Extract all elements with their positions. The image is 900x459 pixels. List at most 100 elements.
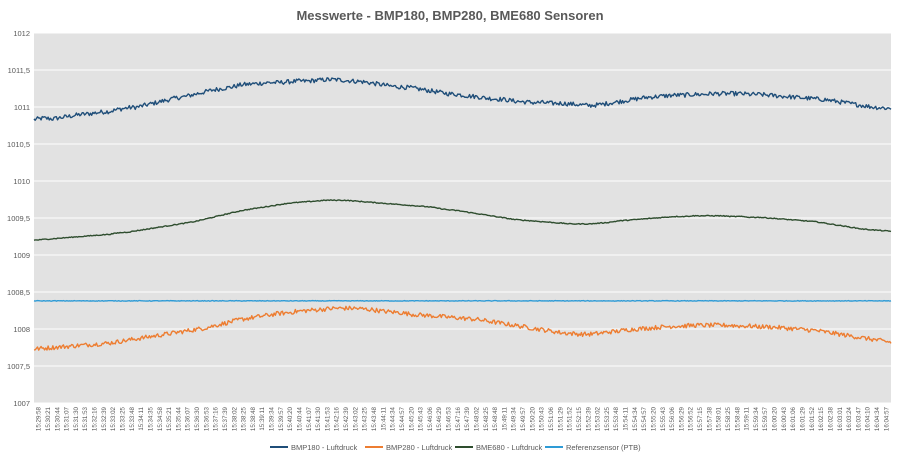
y-tick-label: 1009,5 — [7, 214, 30, 223]
x-tick-label: 15:53:25 — [604, 406, 611, 431]
x-tick-label: 15:40:20 — [287, 406, 294, 431]
x-tick-label: 16:01:29 — [800, 406, 807, 431]
x-tick-label: 15:53:48 — [613, 406, 620, 431]
x-tick-label: 16:04:57 — [883, 406, 890, 431]
x-tick-label: 15:36:53 — [203, 406, 210, 431]
x-tick-label: 16:03:24 — [846, 406, 853, 431]
y-tick-label: 1010 — [13, 177, 30, 186]
x-tick-label: 15:38:25 — [241, 406, 248, 431]
x-tick-label: 15:48:25 — [483, 406, 490, 431]
grid-lines — [34, 32, 891, 404]
x-tick-label: 15:33:48 — [129, 406, 136, 431]
x-tick-label: 15:51:52 — [567, 406, 574, 431]
y-tick-label: 1011,5 — [8, 66, 30, 75]
x-tick-label: 15:45:43 — [418, 406, 425, 431]
x-tick-label: 15:49:57 — [520, 406, 527, 431]
x-tick-label: 15:35:44 — [175, 406, 182, 431]
x-tick-label: 15:47:39 — [464, 406, 471, 431]
x-tick-label: 16:00:43 — [781, 406, 788, 431]
x-tick-label: 15:44:34 — [390, 406, 397, 431]
x-tick-label: 16:00:20 — [772, 406, 779, 431]
y-tick-label: 1012 — [13, 29, 30, 38]
x-tick-label: 15:57:15 — [697, 406, 704, 431]
x-tick-label: 15:31:53 — [82, 406, 89, 431]
x-tick-label: 15:46:29 — [436, 406, 443, 431]
x-tick-label: 15:43:02 — [352, 406, 359, 431]
x-tick-label: 15:56:29 — [678, 406, 685, 431]
x-tick-label: 15:59:11 — [744, 406, 751, 430]
chart-title: Messwerte - BMP180, BMP280, BME680 Senso… — [296, 8, 603, 23]
x-tick-label: 15:49:34 — [511, 406, 518, 431]
x-tick-label: 15:36:30 — [194, 406, 201, 431]
x-tick-label: 15:46:53 — [446, 406, 453, 431]
x-tick-label: 15:58:01 — [716, 406, 723, 431]
x-tick-label: 15:38:48 — [250, 406, 257, 431]
x-tick-label: 15:56:06 — [669, 406, 676, 431]
x-tick-label: 15:46:06 — [427, 406, 434, 431]
x-tick-label: 15:30:44 — [54, 406, 61, 431]
x-tick-label: 15:59:57 — [762, 406, 769, 431]
x-tick-label: 15:30:21 — [45, 406, 52, 431]
x-tick-label: 15:55:20 — [650, 406, 657, 431]
x-tick-label: 15:52:15 — [576, 406, 583, 431]
legend-label: BME680 - Luftdruck — [476, 443, 543, 452]
x-tick-label: 15:42:16 — [334, 406, 341, 431]
y-axis: 1007 1007,5 1008 1008,5 1009 1009,5 1010 1010,5… — [7, 29, 30, 408]
series-line — [33, 305, 892, 351]
x-tick-label: 15:41:53 — [324, 406, 331, 431]
x-tick-label: 15:39:57 — [278, 406, 285, 431]
series-line — [33, 77, 892, 121]
y-tick-label: 1007,5 — [7, 362, 30, 371]
x-tick-label: 15:41:07 — [306, 406, 313, 431]
x-tick-label: 15:56:52 — [688, 406, 695, 431]
y-tick-label: 1007 — [13, 399, 30, 408]
x-tick-label: 15:43:25 — [362, 406, 369, 431]
x-tick-label: 16:01:06 — [790, 406, 797, 431]
x-tick-label: 15:39:11 — [259, 406, 266, 430]
x-tick-label: 15:44:57 — [399, 406, 406, 431]
legend-label: BMP280 - Luftdruck — [386, 443, 453, 452]
x-tick-label: 15:34:11 — [138, 406, 145, 430]
x-tick-label: 16:04:34 — [874, 406, 881, 431]
x-tick-label: 15:58:48 — [734, 406, 741, 431]
x-tick-label: 16:03:01 — [837, 406, 844, 431]
x-tick-label: 15:52:39 — [585, 406, 592, 431]
x-tick-label: 15:59:34 — [753, 406, 760, 431]
x-tick-label: 15:38:02 — [231, 406, 238, 431]
x-tick-label: 15:43:48 — [371, 406, 378, 431]
legend-label: BMP180 - Luftdruck — [291, 443, 358, 452]
x-tick-label: 16:02:38 — [827, 406, 834, 431]
y-tick-label: 1011 — [14, 103, 30, 112]
x-tick-label: 15:36:07 — [185, 406, 192, 431]
series-lines — [33, 77, 892, 351]
x-tick-label: 15:58:25 — [725, 406, 732, 431]
x-tick-label: 15:34:58 — [157, 406, 164, 431]
x-tick-label: 15:40:44 — [296, 406, 303, 431]
legend: BMP180 - Luftdruck BMP280 - Luftdruck BME6… — [270, 443, 641, 452]
y-tick-label: 1009 — [13, 251, 30, 260]
x-axis: 15:29:58 15:30:21 15:30:44 15:31:07 15:31:30… — [36, 406, 891, 431]
x-tick-label: 15:49:11 — [501, 406, 508, 430]
x-tick-label: 15:37:39 — [222, 406, 229, 431]
x-tick-label: 16:02:15 — [818, 406, 825, 431]
series-line — [33, 299, 892, 302]
x-tick-label: 15:44:11 — [380, 406, 387, 430]
x-tick-label: 15:53:02 — [595, 406, 602, 431]
x-tick-label: 15:51:06 — [548, 406, 555, 431]
y-tick-label: 1008,5 — [7, 288, 30, 297]
x-tick-label: 16:01:52 — [809, 406, 816, 431]
x-tick-label: 15:50:43 — [539, 406, 546, 431]
x-tick-label: 15:54:57 — [641, 406, 648, 431]
y-tick-label: 1010,5 — [7, 140, 30, 149]
x-tick-label: 15:34:35 — [147, 406, 154, 431]
y-tick-label: 1008 — [13, 325, 30, 334]
x-tick-label: 15:42:39 — [343, 406, 350, 431]
x-tick-label: 15:54:34 — [632, 406, 639, 431]
x-tick-label: 15:41:30 — [315, 406, 322, 431]
x-tick-label: 15:39:34 — [269, 406, 276, 431]
x-tick-label: 15:57:38 — [706, 406, 713, 431]
x-tick-label: 15:48:02 — [473, 406, 480, 431]
x-tick-label: 16:03:47 — [855, 406, 862, 431]
